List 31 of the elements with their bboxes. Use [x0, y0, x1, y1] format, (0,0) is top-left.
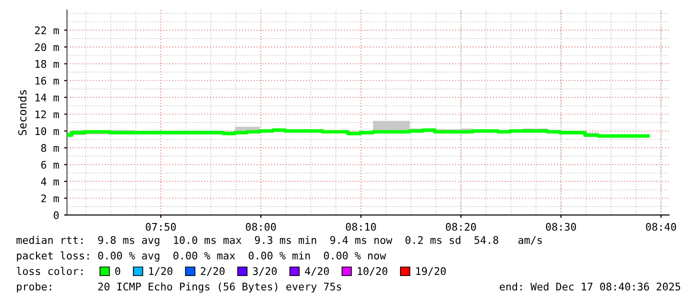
legend-label: 0: [115, 267, 120, 276]
legend-label: 4/20: [304, 267, 329, 276]
text: probe: 20 ICMP Echo Pings (56 Bytes) every 75s: [16, 282, 342, 293]
text: end: Wed Dec 17 08:40:36 2025: [500, 282, 680, 291]
text: median rtt: 9.8 ms avg 10.0 ms max 9.3 ms min 9.4 ms now 0.2 ms sd 54.8 am/s: [16, 236, 542, 246]
y-tick-label: 12 m: [36, 110, 59, 118]
x-tick-label: 08:40: [646, 222, 676, 231]
legend-label: 19/20: [416, 267, 446, 276]
y-tick-label: 6 m: [41, 160, 59, 169]
legend-title: loss color:: [16, 266, 82, 276]
y-tick-label: 8 m: [41, 144, 59, 152]
y-axis-title: Seconds: [18, 90, 27, 136]
x-tick-label: 07:50: [146, 222, 176, 231]
legend-label: 3/20: [252, 267, 277, 276]
legend-label: 2/20: [200, 267, 225, 276]
y-tick-label: 22 m: [35, 26, 59, 34]
y-tick-label: 10 m: [36, 127, 59, 136]
x-tick-label: 08:00: [246, 222, 276, 231]
x-tick-label: 08:20: [446, 222, 476, 231]
y-tick-label: 2 m: [41, 194, 59, 202]
y-tick-label: 4 m: [41, 178, 59, 186]
y-tick-label: 20 m: [35, 43, 59, 52]
text: packet loss: 0.00 % avg 0.00 % max 0.00 % min 0.00 % now: [16, 251, 386, 262]
legend-label: 1/20: [149, 267, 172, 276]
x-tick-label: 08:10: [346, 222, 376, 231]
y-tick-label: 16 m: [36, 76, 59, 85]
legend-label: 10/20: [358, 267, 388, 276]
x-tick-label: 08:30: [546, 222, 576, 231]
y-tick-label: 18 m: [36, 60, 59, 68]
y-tick-label: 14 m: [36, 94, 59, 102]
y-tick-label: 0: [54, 211, 59, 220]
